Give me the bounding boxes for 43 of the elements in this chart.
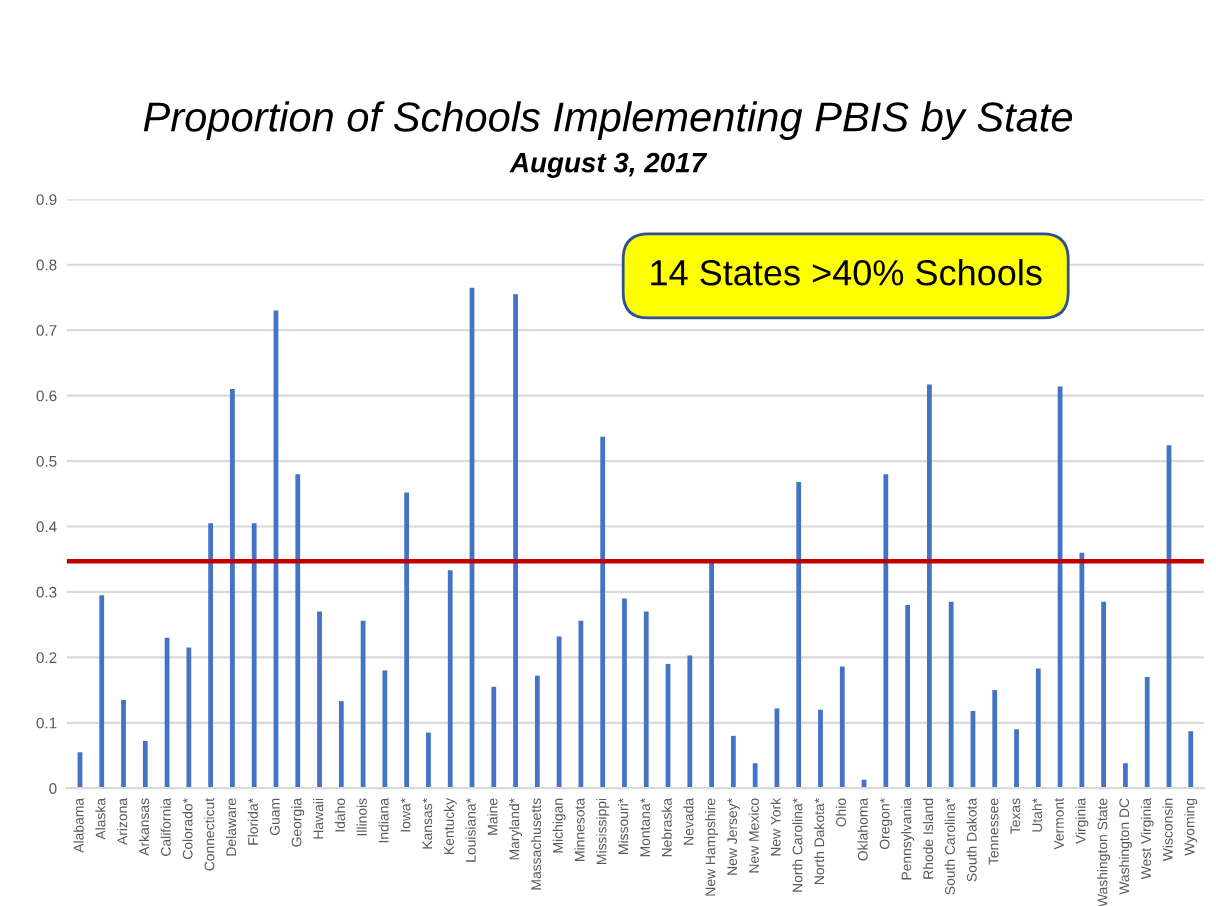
bar <box>426 732 431 789</box>
annotation: 14 States >40% Schools <box>651 259 1042 286</box>
bar <box>186 647 192 789</box>
bar <box>905 605 911 789</box>
bar <box>1035 668 1041 789</box>
bar <box>99 595 105 789</box>
bar <box>992 690 998 789</box>
bar <box>208 523 214 789</box>
bar <box>142 741 148 789</box>
bar <box>295 474 301 789</box>
chart-title: Proportion of Schools Implementing PBIS by State <box>143 101 1072 141</box>
bar <box>730 735 736 789</box>
bar <box>230 389 235 789</box>
bar <box>796 481 802 789</box>
bar <box>534 675 540 789</box>
bar <box>1188 731 1194 789</box>
bar <box>1014 729 1019 789</box>
bar <box>382 670 388 789</box>
bar <box>556 636 562 789</box>
bar <box>1144 676 1150 789</box>
bar <box>643 611 649 789</box>
bar <box>927 384 932 789</box>
bar <box>600 436 606 789</box>
bar <box>513 294 518 789</box>
bar <box>491 686 497 789</box>
bar <box>948 601 954 789</box>
bar <box>709 561 714 789</box>
bar <box>317 611 322 789</box>
bar <box>818 709 823 789</box>
bar <box>251 523 257 789</box>
bar <box>1079 552 1085 789</box>
bar <box>1101 601 1107 789</box>
bar <box>1123 763 1128 789</box>
bar <box>338 701 344 789</box>
bar <box>687 655 693 789</box>
bar <box>839 666 845 789</box>
chart-subtitle: August 3, 2017 <box>509 152 708 178</box>
bar <box>447 570 453 789</box>
bar <box>622 598 627 789</box>
bar <box>883 474 889 789</box>
bar <box>121 699 126 789</box>
bar <box>404 492 410 789</box>
bar <box>752 763 758 789</box>
